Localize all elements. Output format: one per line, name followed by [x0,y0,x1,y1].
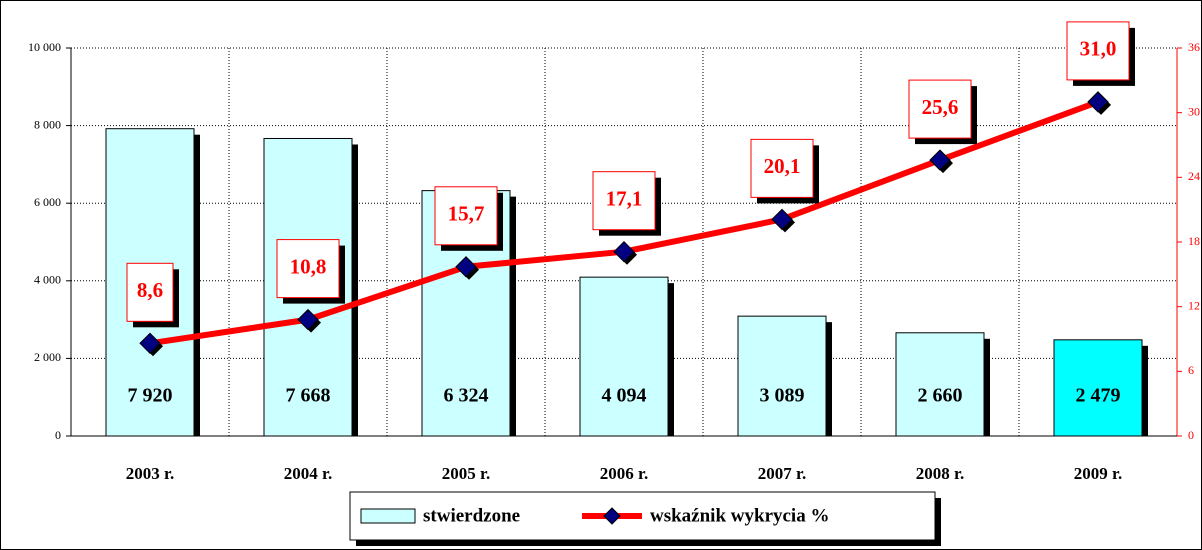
marker [929,149,951,171]
line-label-box [908,79,972,139]
marker [1087,91,1109,113]
bar-value-label: 7 920 [128,385,173,407]
x-tick-label: 2004 r. [284,464,333,483]
bar [1053,339,1143,437]
marker [771,208,793,231]
y-tick-label: 6 000 [34,195,61,209]
line-label-box [750,138,814,198]
line-value-label: 8,6 [137,278,163,302]
x-tick-label: 2005 r. [442,464,491,483]
y-tick-label: 0 [55,428,61,442]
line-label-box [434,186,498,246]
bar-value-label: 3 089 [760,385,805,407]
bar-value-label: 7 668 [286,385,331,407]
y-tick-label: 10 000 [28,40,61,54]
bar [895,332,985,437]
line-label-box [592,171,656,231]
line-value-label: 15,7 [448,202,485,226]
bar [737,315,827,437]
line-value-label: 17,1 [606,187,643,211]
bar [579,276,669,437]
bar-value-label: 6 324 [444,385,489,407]
y2-tick-label: 0 [1188,428,1194,442]
x-tick-label: 2003 r. [126,464,175,483]
line-label-box [276,239,340,299]
legend-swatch [360,508,416,524]
y2-tick-label: 30 [1188,104,1200,118]
legend-label: wskaźnik wykrycia % [650,505,829,526]
marker [613,240,635,263]
y2-tick-label: 6 [1188,363,1194,377]
y-tick-label: 2 000 [34,350,61,364]
marker [297,308,319,331]
y2-tick-label: 24 [1188,169,1200,183]
x-tick-label: 2007 r. [758,464,807,483]
line-value-label: 31,0 [1080,37,1117,61]
line-label-box [1066,21,1130,81]
x-tick-label: 2008 r. [916,464,965,483]
line-value-label: 20,1 [764,154,801,178]
y-tick-label: 4 000 [34,273,61,287]
bar-value-label: 2 479 [1076,385,1121,407]
x-tick-label: 2009 r. [1074,464,1123,483]
legend-marker [603,507,621,525]
marker [455,256,477,278]
y2-tick-label: 12 [1188,298,1200,312]
marker [139,332,161,355]
line-value-label: 25,6 [922,95,959,119]
line-value-label: 10,8 [290,254,327,278]
y2-tick-label: 36 [1188,40,1200,54]
y2-tick-label: 18 [1188,234,1200,248]
line-label-box [126,262,174,322]
x-tick-label: 2006 r. [600,464,649,483]
bar-value-label: 2 660 [918,385,963,407]
legend [349,491,936,541]
y-tick-label: 8 000 [34,117,61,131]
legend-label: stwierdzone [423,505,520,526]
bar-value-label: 4 094 [602,385,647,407]
